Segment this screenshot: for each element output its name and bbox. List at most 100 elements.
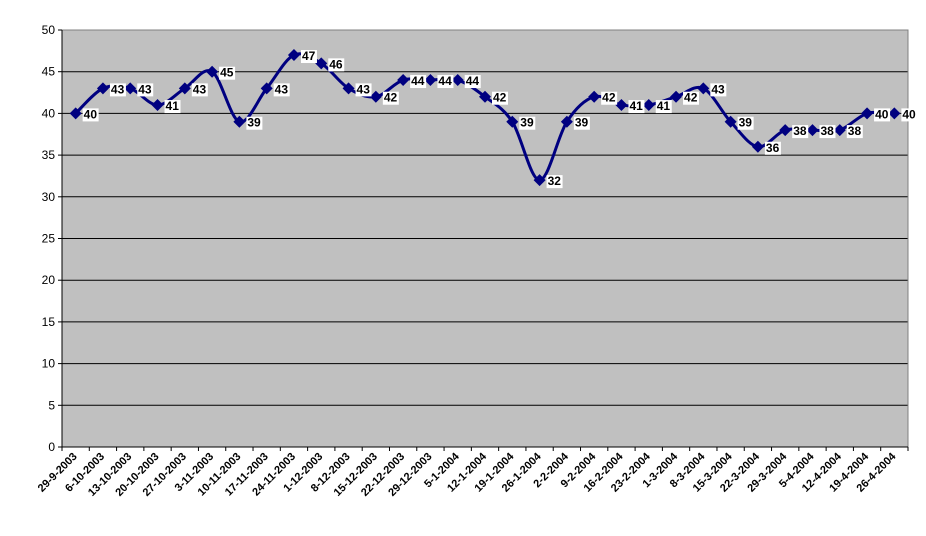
data-point bbox=[533, 174, 546, 187]
data-label: 41 bbox=[629, 99, 643, 113]
y-tick-label: 45 bbox=[42, 65, 56, 79]
data-label-group: 41 bbox=[655, 99, 672, 114]
data-label: 43 bbox=[275, 82, 289, 96]
data-label-background bbox=[901, 108, 918, 122]
data-label-group: 42 bbox=[601, 91, 618, 105]
data-point bbox=[861, 107, 874, 120]
data-label: 38 bbox=[820, 124, 834, 138]
data-label-background bbox=[573, 116, 590, 130]
data-label: 38 bbox=[848, 124, 862, 138]
data-label-background bbox=[219, 66, 236, 80]
data-label: 42 bbox=[384, 91, 398, 105]
data-label: 32 bbox=[548, 174, 562, 188]
data-label-group: 41 bbox=[164, 99, 181, 114]
data-label-background bbox=[355, 83, 372, 97]
data-point bbox=[833, 124, 846, 137]
data-label-group: 38 bbox=[819, 124, 836, 139]
y-tick-label: 15 bbox=[42, 315, 56, 329]
data-point bbox=[506, 115, 519, 128]
data-label: 44 bbox=[466, 74, 480, 88]
y-tick-label: 25 bbox=[42, 232, 56, 246]
data-label-group: 42 bbox=[382, 91, 399, 105]
data-point bbox=[588, 90, 601, 103]
data-label-group: 43 bbox=[109, 82, 126, 97]
data-label-background bbox=[601, 91, 618, 105]
data-label-group: 43 bbox=[137, 82, 154, 97]
data-label-group: 42 bbox=[492, 91, 508, 105]
data-point bbox=[560, 115, 573, 128]
data-point bbox=[806, 124, 819, 137]
data-label-group: 32 bbox=[546, 174, 563, 189]
data-label: 44 bbox=[411, 74, 425, 88]
data-label-background bbox=[792, 125, 809, 139]
data-point bbox=[206, 65, 219, 78]
data-point bbox=[751, 140, 764, 153]
data-point bbox=[124, 82, 137, 95]
data-label-background bbox=[410, 75, 427, 89]
data-label: 42 bbox=[493, 91, 507, 105]
data-point bbox=[670, 90, 683, 103]
data-label-group: 43 bbox=[355, 82, 372, 97]
data-label-background bbox=[191, 83, 208, 97]
y-tick-label: 5 bbox=[48, 398, 55, 412]
data-label-group: 46 bbox=[328, 57, 345, 72]
data-label-group: 43 bbox=[273, 82, 290, 97]
data-label: 39 bbox=[247, 116, 261, 130]
data-label-background bbox=[546, 175, 563, 189]
data-label-group: 42 bbox=[683, 91, 700, 105]
data-label: 45 bbox=[220, 66, 234, 80]
data-point bbox=[451, 74, 464, 87]
data-label: 40 bbox=[84, 107, 98, 121]
data-label-group: 40 bbox=[901, 107, 918, 122]
data-label: 46 bbox=[329, 57, 343, 71]
data-label: 43 bbox=[357, 82, 371, 96]
y-tick-label: 20 bbox=[42, 273, 56, 287]
data-label-group: 41 bbox=[628, 99, 645, 114]
data-point bbox=[178, 82, 191, 95]
data-point bbox=[342, 82, 355, 95]
data-label-background bbox=[164, 100, 181, 114]
data-label-background bbox=[82, 108, 99, 122]
data-label-background bbox=[300, 50, 317, 64]
data-label-background bbox=[328, 58, 345, 72]
data-label-background bbox=[683, 91, 700, 105]
data-label: 41 bbox=[657, 99, 671, 113]
y-tick-label: 30 bbox=[42, 190, 56, 204]
data-label: 39 bbox=[520, 116, 534, 130]
y-tick-label: 50 bbox=[42, 23, 56, 37]
data-series bbox=[69, 49, 901, 187]
data-label-group: 44 bbox=[437, 74, 454, 89]
data-label-background bbox=[874, 108, 891, 122]
data-label-background bbox=[273, 83, 290, 97]
data-point bbox=[615, 99, 628, 112]
data-label-background bbox=[628, 100, 645, 114]
data-label-background bbox=[710, 83, 727, 97]
data-point bbox=[724, 115, 737, 128]
data-label: 40 bbox=[902, 107, 916, 121]
data-label-group: 38 bbox=[846, 124, 863, 139]
data-label-background bbox=[437, 75, 454, 89]
data-label-group: 36 bbox=[764, 141, 781, 155]
data-label: 42 bbox=[684, 91, 698, 105]
data-label-background bbox=[819, 125, 836, 139]
data-label-background bbox=[109, 83, 126, 97]
data-point bbox=[151, 99, 164, 112]
data-label: 43 bbox=[111, 82, 125, 96]
data-point bbox=[369, 90, 382, 103]
y-tick-label: 35 bbox=[42, 148, 56, 162]
data-label: 43 bbox=[711, 82, 725, 96]
data-label-group: 47 bbox=[300, 49, 317, 64]
data-label-background bbox=[492, 91, 508, 105]
data-label-group: 44 bbox=[410, 74, 427, 89]
data-label-background bbox=[737, 116, 754, 130]
data-label: 39 bbox=[739, 116, 753, 130]
data-label-background bbox=[655, 100, 672, 114]
data-label: 38 bbox=[793, 124, 807, 138]
data-point bbox=[888, 107, 901, 120]
data-label-background bbox=[246, 116, 263, 130]
data-point bbox=[697, 82, 710, 95]
data-label: 43 bbox=[193, 82, 207, 96]
data-label-background bbox=[382, 91, 399, 105]
data-label-group: 39 bbox=[573, 116, 590, 130]
data-point bbox=[315, 57, 328, 70]
